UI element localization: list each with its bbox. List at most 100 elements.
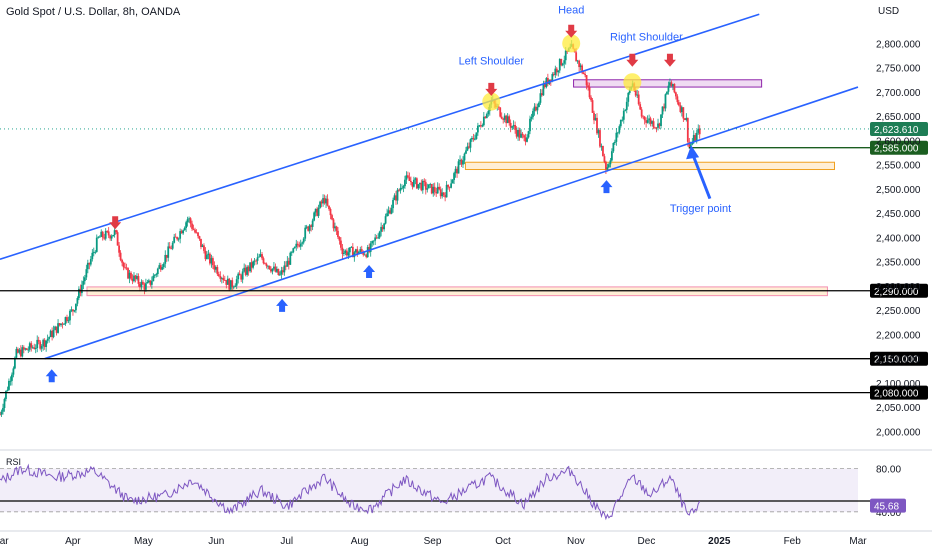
candle-body xyxy=(564,50,567,61)
candle-body xyxy=(130,272,132,279)
candle-body xyxy=(698,128,701,135)
candle-body xyxy=(107,231,110,236)
level-label: 2,150.000 xyxy=(874,355,919,366)
x-tick-label: Feb xyxy=(784,536,802,547)
candle-body xyxy=(0,411,3,415)
candle-body xyxy=(106,231,109,232)
candle-body xyxy=(430,184,433,194)
candle-body xyxy=(407,175,409,178)
candle-body xyxy=(412,179,415,187)
y-tick-label: 2,100.000 xyxy=(876,379,921,390)
candle-body xyxy=(176,237,179,240)
candle-body xyxy=(98,236,101,238)
candle-body xyxy=(462,160,464,165)
horizontal-levels[interactable]: 2,290.000 2,150.000 2,080.000 2,585.000 2,62… xyxy=(0,121,928,400)
candle-body xyxy=(124,267,126,269)
candle-body xyxy=(143,284,146,290)
level-label-box xyxy=(870,351,928,366)
y-tick-label: 2,250.000 xyxy=(876,306,921,317)
candle-body xyxy=(363,254,366,256)
candle-body xyxy=(42,339,45,347)
candle-body xyxy=(170,248,173,250)
candle-body xyxy=(683,118,686,120)
candle-body xyxy=(55,326,58,333)
candle-body xyxy=(581,65,584,73)
candle-body xyxy=(661,106,664,115)
candle-body xyxy=(597,130,600,134)
candle-body xyxy=(523,135,525,138)
candle-body xyxy=(645,120,648,123)
x-tick-label: Sep xyxy=(424,536,442,547)
candle-body xyxy=(396,189,399,201)
candle-body xyxy=(58,323,61,326)
candle-body xyxy=(584,73,586,76)
candle-body xyxy=(605,161,607,170)
candle-body xyxy=(237,273,240,280)
price-axis[interactable]: 2,000.000 2,050.000 2,100.000 2,150.000 2,20… xyxy=(876,39,921,438)
candle-body xyxy=(67,320,70,322)
down-arrow-icon xyxy=(109,216,122,230)
candle-body xyxy=(618,126,621,133)
y-tick-label: 2,400.000 xyxy=(876,233,921,244)
x-tick-label: Aug xyxy=(351,536,369,547)
candle-body xyxy=(608,164,610,168)
candle-body xyxy=(287,260,290,265)
level-label-box xyxy=(870,385,928,400)
candle-body xyxy=(305,226,308,228)
candle-body xyxy=(34,348,37,350)
candle-body xyxy=(670,82,673,87)
y-tick-label: 2,700.000 xyxy=(876,88,921,99)
candle-body xyxy=(152,275,155,282)
candle-body xyxy=(453,173,455,181)
candle-body xyxy=(389,210,391,214)
time-axis[interactable]: Mar Apr May Jun Jul Aug Sep Oct Nov Dec 2025 Feb Mar xyxy=(0,536,867,547)
candle-body xyxy=(203,245,205,251)
candle-body xyxy=(284,265,287,267)
candle-body xyxy=(3,398,6,408)
candle-body xyxy=(655,127,658,129)
candle-body xyxy=(165,254,168,258)
candle-body xyxy=(588,87,591,98)
candle-body xyxy=(369,243,372,252)
rsi-level-label: 40.00 xyxy=(876,508,901,519)
candle-body xyxy=(433,186,436,192)
candle-body xyxy=(395,195,397,201)
candle-body xyxy=(560,58,563,66)
candle-body xyxy=(694,135,697,141)
candle-body xyxy=(149,280,152,285)
candle-body xyxy=(634,90,637,96)
annotation-label: Left Shoulder xyxy=(459,56,525,68)
candle-body xyxy=(100,231,103,237)
candle-body xyxy=(329,209,332,216)
candle-body xyxy=(606,167,609,170)
candle-body xyxy=(593,112,595,121)
candle-body xyxy=(13,357,16,369)
candle-body xyxy=(97,236,100,238)
candle-body xyxy=(337,230,339,238)
trigger-arrow-icon xyxy=(686,145,700,160)
candle-body xyxy=(319,201,321,208)
candle-body xyxy=(546,77,549,85)
x-tick-label: Mar xyxy=(0,536,9,547)
candle-body xyxy=(69,310,71,321)
channel-lower-line[interactable] xyxy=(44,86,859,360)
candle-body xyxy=(177,238,180,240)
candle-body xyxy=(377,237,380,239)
candle-body xyxy=(468,146,470,148)
candle-body xyxy=(137,276,140,284)
candle-body xyxy=(424,182,427,190)
candle-body xyxy=(122,262,125,268)
candle-body xyxy=(39,341,42,349)
candle-body xyxy=(332,219,335,229)
candle-body xyxy=(628,89,631,93)
candle-body xyxy=(307,226,310,231)
candle-body xyxy=(459,159,461,162)
candle-body xyxy=(228,278,231,290)
candle-body xyxy=(582,72,585,74)
candle-body xyxy=(241,271,244,280)
candle-body xyxy=(253,260,256,262)
currency-label[interactable]: USD xyxy=(878,6,900,17)
candle-body xyxy=(502,118,505,120)
down-arrow-icon xyxy=(663,53,676,67)
